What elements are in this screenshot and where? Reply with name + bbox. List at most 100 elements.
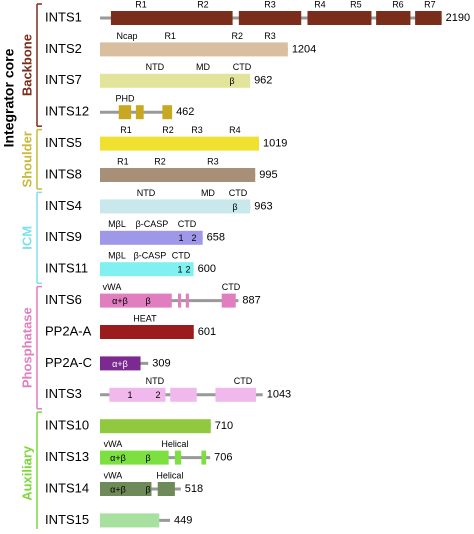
protein-name: INTS5 — [45, 135, 82, 150]
domain — [221, 293, 236, 308]
protein-name: INTS8 — [45, 166, 82, 181]
domain — [215, 387, 256, 402]
domain — [201, 450, 207, 465]
domain-label: MD — [201, 188, 215, 198]
protein-name: INTS4 — [45, 198, 82, 213]
domain — [100, 482, 152, 496]
protein-name: INTS10 — [45, 418, 89, 433]
inside-label: 1 — [178, 233, 183, 243]
inside-label: β — [145, 296, 150, 306]
domain-label: R7 — [424, 0, 436, 9]
domain — [178, 293, 182, 308]
length-label: 601 — [198, 326, 216, 338]
domain — [100, 73, 251, 88]
domain-label: Helical — [156, 470, 183, 480]
domain-label: PHD — [115, 94, 135, 104]
length-label: 600 — [198, 263, 216, 275]
length-label: 706 — [214, 452, 232, 464]
domain — [307, 11, 372, 25]
length-label: 963 — [254, 200, 272, 212]
protein-name: INTS12 — [45, 104, 89, 119]
domain-label: R2 — [154, 156, 166, 166]
domain — [157, 482, 175, 496]
domain — [109, 387, 166, 402]
length-label: 518 — [185, 483, 203, 495]
length-label: 1019 — [263, 138, 287, 150]
protein-name: INTS11 — [45, 261, 88, 276]
domain-label: HEAT — [133, 313, 157, 323]
domain-label: R4 — [229, 125, 241, 135]
length-label: 658 — [207, 232, 225, 244]
domain-label: R3 — [264, 0, 276, 9]
domain-label: vWA — [104, 470, 123, 480]
inside-label: 1 — [127, 390, 132, 400]
inside-label: α+β — [110, 453, 126, 463]
group-label: Backbone — [19, 34, 34, 96]
domain — [174, 450, 182, 465]
protein-name: INTS13 — [45, 449, 89, 464]
domain-label: R5 — [350, 0, 362, 9]
domain-label: NTD — [146, 62, 165, 72]
inside-label: 2 — [156, 390, 161, 400]
domain-label: R3 — [264, 31, 276, 41]
length-label: 962 — [254, 75, 272, 87]
core-title: Integrator core — [1, 48, 17, 147]
domain — [185, 293, 189, 308]
protein-name: PP2A-A — [45, 323, 92, 338]
domain — [100, 356, 141, 371]
domain-label: vWA — [103, 282, 122, 292]
domain — [100, 262, 194, 277]
domain — [100, 136, 259, 151]
inside-label: β — [229, 76, 234, 86]
domain-label: CTD — [222, 282, 241, 292]
domain-label: R3 — [191, 125, 203, 135]
domain — [162, 105, 173, 120]
domain — [100, 325, 194, 339]
domain — [238, 11, 302, 25]
domain-label: CTD — [172, 251, 191, 261]
length-label: 309 — [152, 357, 170, 369]
protein-name: INTS7 — [45, 72, 82, 87]
inside-label: α+β — [112, 296, 128, 306]
domain-label: R2 — [162, 125, 174, 135]
protein-name: PP2A-C — [45, 355, 92, 370]
domain-label: R2 — [197, 0, 209, 9]
length-label: 2190 — [446, 12, 470, 24]
protein-name: INTS6 — [45, 292, 82, 307]
domain — [100, 419, 211, 434]
inside-label: α+β — [110, 484, 126, 494]
group-label: Shoulder — [19, 131, 34, 187]
domain — [100, 450, 169, 465]
domain — [170, 387, 197, 402]
domain — [415, 11, 442, 25]
inside-label: β — [145, 484, 150, 494]
domain — [376, 11, 411, 25]
inside-label: 2 — [192, 233, 197, 243]
domain-label: R1 — [120, 125, 132, 135]
domain — [100, 42, 288, 57]
domain-label: β-CASP — [136, 219, 169, 229]
inside-label: 2 — [185, 265, 190, 275]
domain-label: MβL — [108, 219, 126, 229]
protein-name: INTS15 — [45, 512, 89, 527]
domain-label: CTD — [178, 219, 197, 229]
protein-name: INTS9 — [45, 229, 82, 244]
domain-label: MβL — [108, 251, 126, 261]
domain-label: CTD — [234, 376, 253, 386]
inside-label: β — [232, 202, 237, 212]
group-label: Auxiliary — [19, 445, 34, 501]
domain — [100, 168, 256, 182]
domain — [135, 105, 144, 120]
domain-label: vWA — [104, 439, 123, 449]
domain-label: R2 — [232, 31, 244, 41]
inside-label: α+β — [112, 359, 128, 369]
domain-label: CTD — [233, 62, 252, 72]
protein-name: INTS1 — [45, 9, 82, 24]
length-label: 710 — [215, 420, 233, 432]
domain-label: Ncap — [116, 31, 137, 41]
domain-label: NTD — [137, 188, 156, 198]
length-label: 1043 — [267, 389, 291, 401]
length-label: 462 — [176, 106, 194, 118]
domain — [100, 199, 251, 214]
